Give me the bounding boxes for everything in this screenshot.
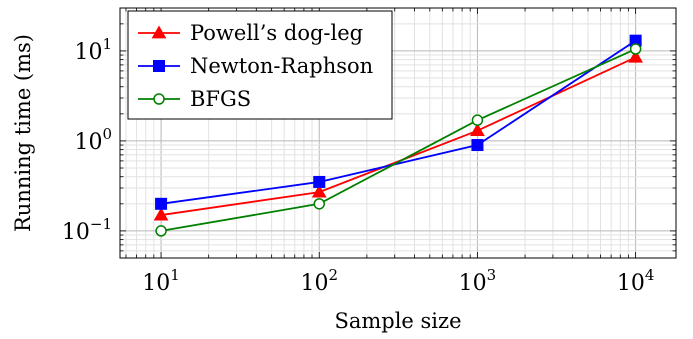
- x-tick-label: 102: [300, 266, 338, 296]
- legend-label: Newton-Raphson: [190, 54, 373, 78]
- legend: Powell’s dog-leg Newton-Raphson BFGS: [127, 10, 393, 120]
- x-tick-label-exponent: 2: [328, 266, 338, 284]
- x-axis-label: Sample size: [334, 309, 461, 333]
- y-tick-label-base: 10: [74, 130, 102, 155]
- data-point: [155, 225, 167, 237]
- series-line: [160, 48, 636, 232]
- x-tick-label-exponent: 1: [170, 266, 180, 284]
- legend-label: BFGS: [190, 87, 251, 111]
- y-tick-label-base: 10: [74, 40, 102, 65]
- x-tick-label-base: 10: [459, 271, 487, 296]
- data-point: [628, 49, 643, 63]
- y-tick-label: 100: [74, 125, 112, 155]
- x-tick-label-base: 10: [617, 271, 645, 296]
- y-tick-label: 101: [74, 35, 112, 65]
- legend-item: BFGS: [138, 87, 251, 111]
- legend-box: [127, 10, 393, 120]
- data-point: [153, 207, 169, 221]
- legend-item: Newton-Raphson: [138, 54, 373, 78]
- x-tick-label-exponent: 3: [487, 266, 497, 284]
- y-tick-label: 10−1: [62, 215, 112, 245]
- y-tick-label-exponent: 1: [102, 35, 112, 53]
- y-axis-label: Running time (ms): [11, 34, 35, 232]
- data-point: [313, 175, 326, 188]
- data-point: [155, 197, 168, 210]
- data-point: [470, 123, 485, 137]
- series-line: [160, 39, 637, 205]
- x-tick-label: 103: [459, 266, 497, 296]
- series-1: [155, 34, 642, 210]
- data-point: [313, 198, 326, 210]
- legend-marker: [153, 93, 165, 105]
- data-point: [471, 114, 484, 126]
- plot-area-border: [119, 7, 677, 259]
- x-tick-label-exponent: 4: [645, 266, 655, 284]
- data-point: [471, 139, 484, 152]
- x-tick-label: 104: [617, 266, 655, 296]
- series-layer: [153, 34, 643, 237]
- x-tick-label-base: 10: [300, 271, 328, 296]
- y-tick-label-exponent: −1: [90, 215, 112, 233]
- x-tick-label: 101: [142, 266, 180, 296]
- plot-frame: [119, 7, 677, 259]
- legend-item: Powell’s dog-leg: [138, 21, 363, 45]
- series-2: [155, 43, 642, 237]
- legend-marker: [151, 25, 167, 39]
- x-tick-label-base: 10: [142, 271, 170, 296]
- legend-marker: [153, 60, 165, 72]
- data-point: [629, 43, 642, 55]
- y-tick-label-base: 10: [62, 220, 90, 245]
- legend-label: Powell’s dog-leg: [190, 21, 363, 45]
- data-point: [311, 184, 327, 198]
- y-tick-label-exponent: 0: [102, 125, 112, 143]
